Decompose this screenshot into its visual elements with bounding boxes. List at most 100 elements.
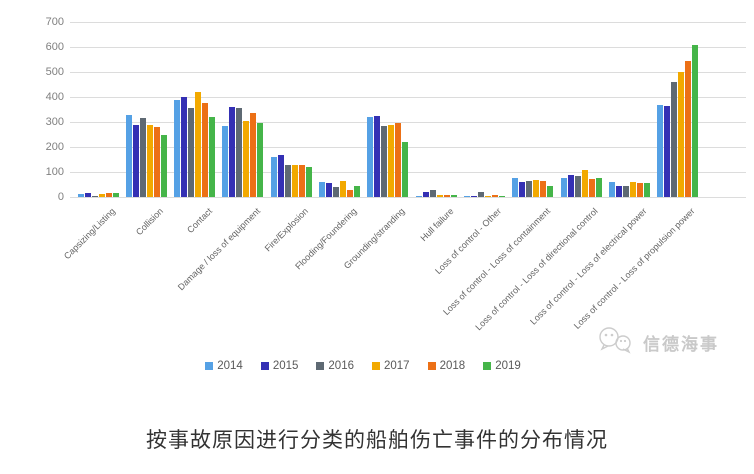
- bar: [367, 117, 374, 197]
- legend-label: 2018: [439, 360, 466, 372]
- gridline: [70, 122, 746, 123]
- bar: [188, 108, 195, 198]
- y-tick-label: 400: [45, 91, 64, 103]
- bar: [374, 115, 381, 198]
- bar: [671, 82, 678, 197]
- x-axis-label: Capsizing/Listing: [61, 206, 118, 262]
- bar: [298, 164, 305, 197]
- bar: [415, 195, 422, 198]
- bar: [209, 117, 216, 197]
- bar: [588, 179, 595, 197]
- bar: [436, 194, 443, 197]
- bar: [347, 189, 353, 197]
- legend-item: 2015: [260, 360, 298, 372]
- bar: [429, 190, 436, 198]
- gridline: [70, 72, 746, 73]
- bar: [305, 167, 312, 197]
- x-axis-label: Fire/Explosion: [262, 206, 311, 254]
- bar: [498, 196, 505, 198]
- y-tick-label: 0: [57, 191, 64, 203]
- bar: [574, 175, 581, 198]
- bar: [91, 195, 98, 198]
- legend-item: 2017: [372, 360, 410, 372]
- bar: [443, 195, 450, 197]
- bar: [202, 103, 209, 198]
- bar: [477, 192, 484, 197]
- bar: [622, 185, 629, 198]
- gridline: [70, 197, 746, 198]
- bar: [547, 185, 554, 198]
- x-axis-label: Collision: [134, 206, 166, 238]
- bar: [450, 195, 457, 197]
- bar: [470, 196, 477, 198]
- legend-label: 2017: [384, 360, 410, 372]
- bar: [685, 60, 692, 198]
- bar: [112, 193, 119, 198]
- bar: [629, 181, 636, 197]
- bar: [236, 108, 243, 198]
- bar: [98, 194, 105, 197]
- y-tick-label: 600: [45, 41, 64, 53]
- bar: [146, 124, 153, 197]
- bar: [181, 97, 188, 197]
- y-tick-label: 700: [45, 16, 64, 28]
- bar: [595, 178, 602, 198]
- watermark-brand-text: 信德海事: [643, 335, 719, 354]
- bar: [381, 125, 388, 198]
- bar: [174, 99, 181, 197]
- gridline: [70, 22, 746, 23]
- legend-item: 2018: [427, 360, 466, 372]
- legend-label: 2019: [495, 360, 521, 372]
- bar: [326, 183, 332, 198]
- bar: [153, 127, 160, 197]
- gridline: [70, 97, 746, 98]
- bar: [560, 177, 567, 197]
- bar: [491, 194, 498, 197]
- bar: [229, 107, 236, 197]
- bar: [125, 114, 132, 197]
- bar: [333, 187, 339, 197]
- x-axis-label: Damage / loss of equipment: [175, 206, 262, 293]
- bar: [657, 104, 664, 197]
- bar: [526, 180, 533, 198]
- bar: [257, 123, 264, 198]
- bar: [581, 169, 588, 197]
- y-tick-label: 100: [45, 166, 64, 178]
- legend-swatch: [205, 362, 214, 370]
- watermark: 信德海事: [596, 324, 719, 361]
- gridline: [70, 47, 746, 48]
- x-axis-label: Contact: [184, 206, 214, 236]
- bar: [195, 92, 202, 197]
- bar: [270, 157, 277, 197]
- legend-label: 2016: [328, 360, 354, 372]
- bar: [395, 122, 402, 198]
- figure-caption: 按事故原因进行分类的船舶伤亡事件的分布情况: [146, 429, 608, 452]
- xinde-marine-logo-icon: [596, 324, 636, 361]
- bar: [519, 182, 526, 197]
- bar: [636, 183, 643, 198]
- bar: [678, 72, 685, 197]
- bar: [132, 124, 139, 197]
- bar: [277, 154, 284, 197]
- bar: [84, 193, 91, 198]
- bar: [291, 164, 298, 197]
- y-tick-label: 500: [45, 66, 64, 78]
- legend-swatch: [372, 362, 380, 370]
- bar: [139, 118, 146, 198]
- x-axis-label: Hull failure: [418, 206, 456, 244]
- bar: [463, 196, 470, 198]
- legend-item: 2014: [205, 360, 243, 372]
- bar: [319, 182, 325, 197]
- y-tick-label: 300: [45, 116, 64, 128]
- bar: [250, 113, 257, 198]
- bar: [77, 194, 84, 197]
- bar: [388, 124, 395, 197]
- bar: [615, 185, 622, 198]
- bar: [533, 180, 540, 197]
- bar: [340, 180, 346, 198]
- legend-item: 2019: [483, 360, 521, 372]
- chart-legend: 2014 2015 2016 2017 2018 2019: [0, 360, 740, 372]
- bar: [222, 125, 229, 198]
- bar: [243, 120, 250, 198]
